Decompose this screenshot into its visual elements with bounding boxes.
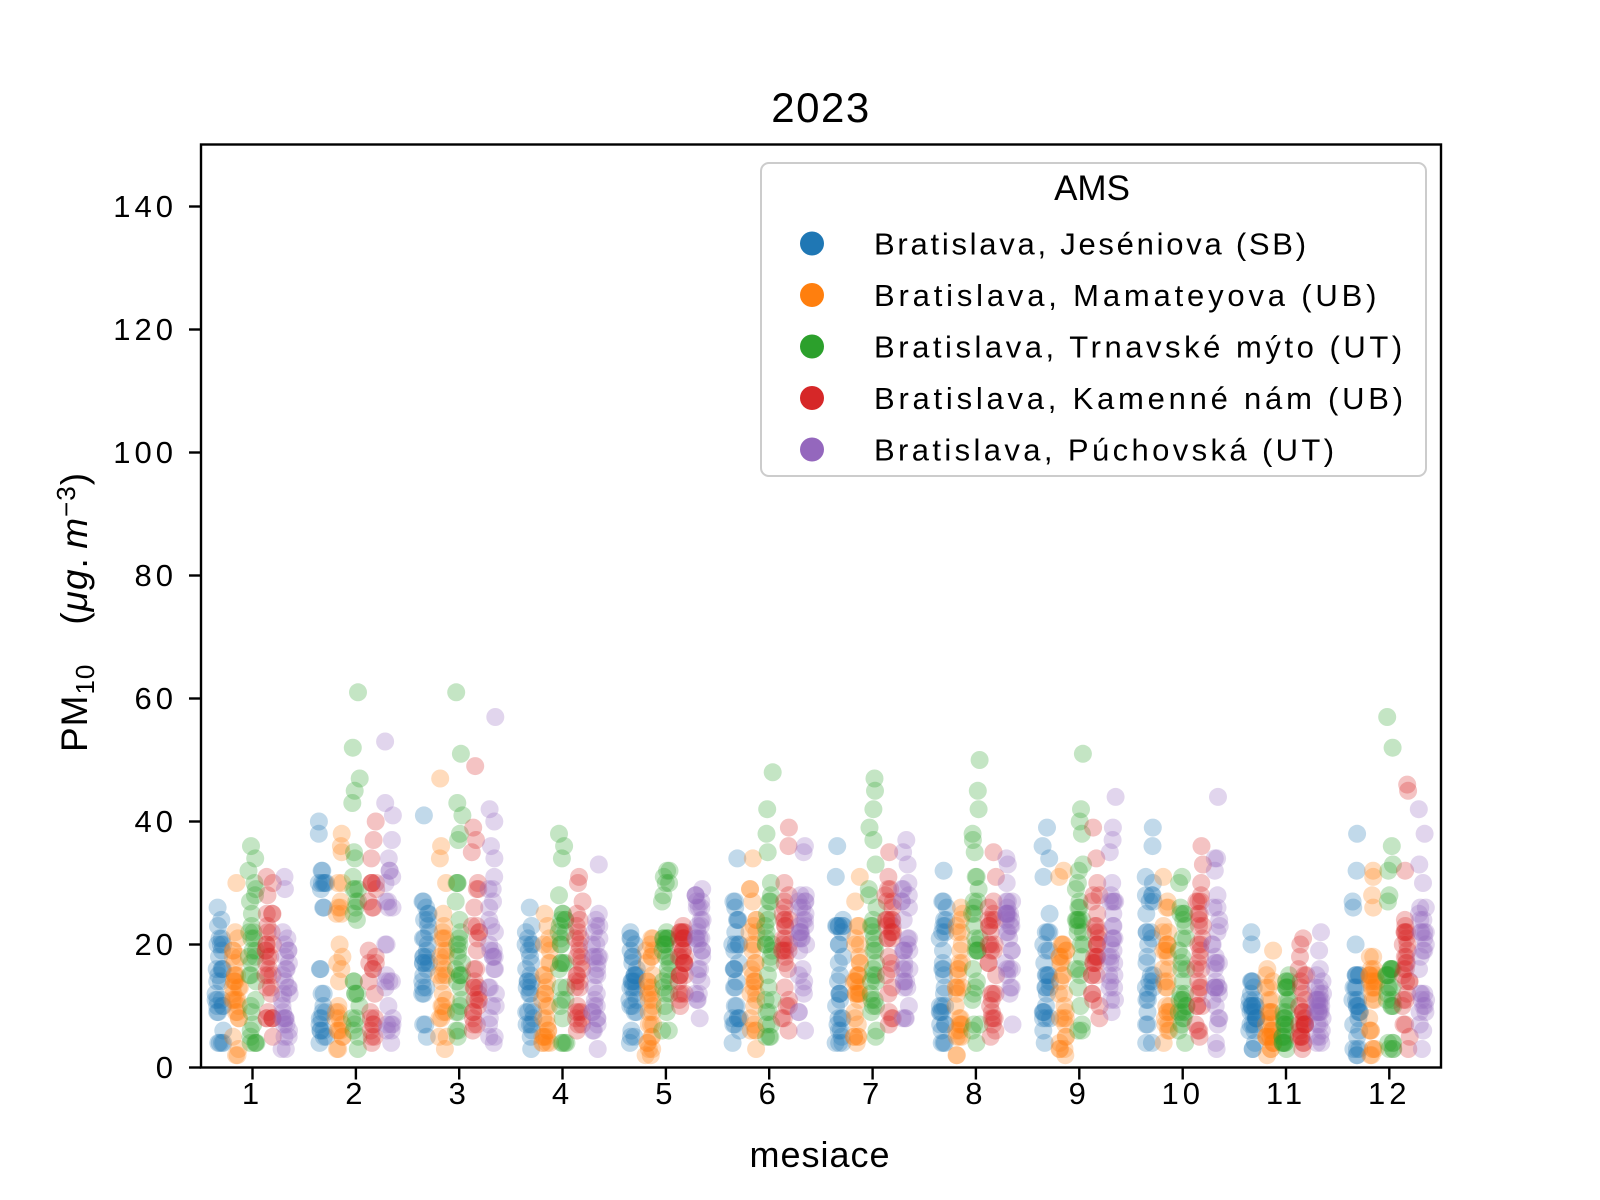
svg-text:3: 3 bbox=[449, 1076, 470, 1111]
svg-text:40: 40 bbox=[135, 804, 177, 839]
svg-text:PM10 (μg. m−3): PM10 (μg. m−3) bbox=[51, 472, 100, 752]
svg-text:Bratislava, Púchovská (UT): Bratislava, Púchovská (UT) bbox=[874, 432, 1337, 467]
svg-text:Bratislava, Jeséniova (SB): Bratislava, Jeséniova (SB) bbox=[874, 226, 1309, 261]
svg-text:6: 6 bbox=[759, 1076, 780, 1111]
svg-text:20: 20 bbox=[135, 927, 177, 962]
svg-text:AMS: AMS bbox=[1054, 169, 1130, 208]
svg-text:Bratislava, Kamenné nám (UB): Bratislava, Kamenné nám (UB) bbox=[874, 381, 1407, 416]
svg-text:5: 5 bbox=[655, 1076, 676, 1111]
svg-text:120: 120 bbox=[113, 312, 177, 347]
svg-text:60: 60 bbox=[135, 681, 177, 716]
svg-text:10: 10 bbox=[1161, 1076, 1203, 1111]
svg-text:8: 8 bbox=[965, 1076, 986, 1111]
svg-text:80: 80 bbox=[135, 558, 177, 593]
svg-text:11: 11 bbox=[1266, 1076, 1306, 1111]
svg-text:1: 1 bbox=[242, 1076, 263, 1111]
svg-text:mesiace: mesiace bbox=[749, 1134, 890, 1175]
svg-text:140: 140 bbox=[113, 189, 177, 224]
svg-text:2023: 2023 bbox=[771, 84, 870, 131]
svg-text:Bratislava, Mamateyova (UB): Bratislava, Mamateyova (UB) bbox=[874, 278, 1380, 313]
svg-text:9: 9 bbox=[1069, 1076, 1090, 1111]
svg-text:Bratislava, Trnavské mýto (UT): Bratislava, Trnavské mýto (UT) bbox=[874, 329, 1406, 364]
svg-text:7: 7 bbox=[862, 1076, 883, 1111]
svg-text:4: 4 bbox=[552, 1076, 573, 1111]
svg-text:2: 2 bbox=[345, 1076, 366, 1111]
svg-text:100: 100 bbox=[113, 435, 177, 470]
svg-text:12: 12 bbox=[1368, 1076, 1410, 1111]
svg-text:0: 0 bbox=[156, 1050, 177, 1085]
